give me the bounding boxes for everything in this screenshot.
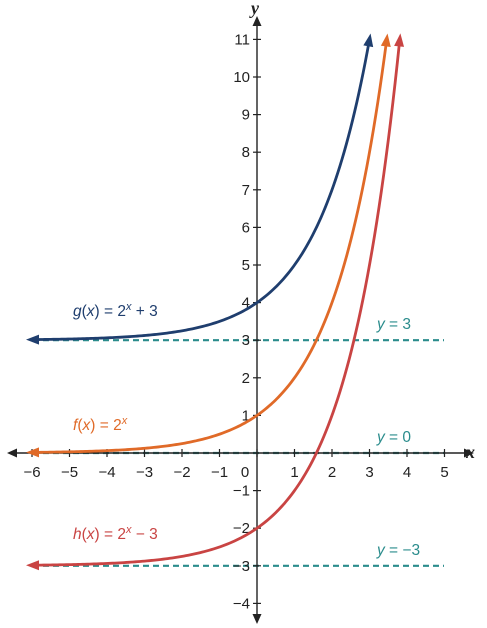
function-name: g [73,303,82,320]
x-tick-label: 2 [328,464,336,481]
series-f-arrow-left [26,447,39,458]
paren-open: ( [82,303,88,320]
function-exponent: x [125,301,132,313]
y-axis-arrow-up [252,16,262,26]
series-h-label: h(x) = 2x − 3 [73,524,158,543]
asymptote-label: y = −3 [376,542,420,559]
asymptote-value: = 3 [385,316,411,333]
y-tick-label: 9 [242,107,250,124]
x-axis-label: x [465,442,475,462]
y-tick-label: 1 [242,407,250,424]
x-tick-label: 3 [365,464,373,481]
series-f-label: f(x) = 2x [73,415,128,434]
y-tick-label: 6 [242,219,250,236]
function-shift: − 3 [132,526,158,543]
x-tick-label: 1 [290,464,298,481]
x-tick-label: −3 [136,464,153,481]
series-h-line [31,39,402,567]
x-tick-label: 0 [241,464,249,481]
asymptote-value: = −3 [385,542,420,559]
paren-open: ( [77,417,83,434]
series-g-line [31,39,371,342]
series-g-arrow-top [363,33,374,48]
paren-close-equals: ) = [90,417,113,434]
series-g-label: g(x) = 2x + 3 [73,301,158,320]
y-tick-label: 2 [242,370,250,387]
x-tick-label: 4 [403,464,411,481]
x-tick-label: −5 [61,464,78,481]
function-shift: + 3 [132,303,158,320]
y-axis-label: y [249,0,260,18]
series-h-arrow-left [26,560,39,571]
axis-layer: x y [7,0,475,624]
y-axis-arrow-down [252,614,262,624]
paren-close-equals: ) = [95,526,118,543]
asymptote-var: y [376,316,386,333]
x-axis-arrow-right [464,448,474,458]
y-tick-label: 7 [242,182,250,199]
asymptote-value: = 0 [385,429,412,446]
function-base: 2 [117,526,126,543]
asymptote-label: y = 0 [376,429,411,446]
series-h-arrow-top [394,33,405,47]
function-base: 2 [117,303,126,320]
y-tick-label: 4 [242,295,250,312]
series-f-arrow-top [380,33,391,47]
x-axis-arrow-left [7,448,17,458]
x-tick-label: −1 [211,464,228,481]
tick-layer: −6 −5 −4 −3 −2 −1 0 1 2 3 4 5 −4 −3 −2 −1 1 2 3 4 5 6 7 8 9 10 11 [23,31,448,612]
y-tick-label: 11 [234,31,250,48]
series-f-line [31,39,389,454]
function-exponent: x [121,415,128,427]
y-tick-label: 10 [233,69,250,86]
function-exponent: x [125,524,132,536]
function-name: h [73,526,82,543]
y-tick-label: −1 [233,483,250,500]
y-tick-label: 5 [242,257,250,274]
function-arg: x [86,303,96,320]
function-name: f [73,417,79,434]
x-tick-label: −6 [23,464,40,481]
y-tick-label: 8 [242,144,250,161]
asymptote-var: y [376,542,386,559]
label-layer: g(x) = 2x + 3f(x) = 2xh(x) = 2x − 3y = 3… [73,301,420,559]
asymptote-var: y [376,429,386,446]
x-tick-label: 5 [440,464,448,481]
x-tick-label: −4 [98,464,115,481]
function-base: 2 [113,417,122,434]
asymptote-label: y = 3 [376,316,411,333]
y-tick-label: 3 [242,332,250,349]
paren-open: ( [82,526,88,543]
curve-layer [26,33,405,571]
function-arg: x [81,417,91,434]
y-tick-label: −2 [233,520,250,537]
series-g-arrow-left [26,334,39,345]
y-tick-label: −4 [233,595,250,612]
function-arg: x [86,526,96,543]
x-tick-label: −2 [173,464,190,481]
y-tick-label: −3 [233,558,250,575]
paren-close-equals: ) = [95,303,118,320]
